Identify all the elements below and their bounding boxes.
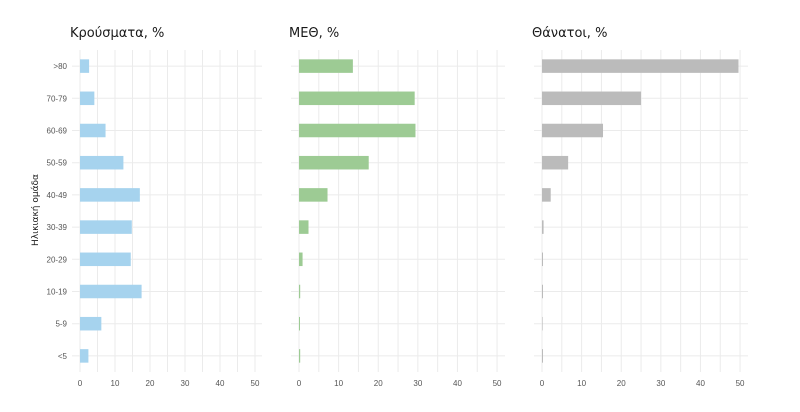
x-tick-label: 40 — [216, 379, 225, 388]
x-tick-label: 20 — [146, 379, 155, 388]
bar-60-69 — [299, 123, 416, 138]
bar-60-69 — [80, 123, 106, 138]
bar->80 — [299, 59, 353, 73]
y-tick-label: 10-19 — [47, 288, 68, 297]
bar-40-49 — [299, 188, 328, 202]
y-tick-label: >80 — [53, 62, 67, 71]
panel-2: ΜΕΘ, % 0 10 20 30 40 50 — [289, 26, 505, 388]
x-tick-label: 0 — [297, 379, 302, 388]
y-tick-label: 40-49 — [47, 191, 68, 200]
panel-title: Κρούσματα, % — [70, 26, 164, 41]
x-tick-label: 0 — [540, 379, 545, 388]
bar-70-79 — [542, 91, 642, 106]
x-tick-label: 10 — [111, 379, 120, 388]
bar-60-69 — [542, 123, 604, 138]
bar-10-19 — [80, 284, 142, 299]
y-axis-title: Ηλικιακή ομάδα — [31, 174, 41, 246]
bar->80 — [80, 59, 90, 73]
x-tick-label: 20 — [617, 379, 626, 388]
panel-3: Θάνατοι, % 0 10 20 30 40 50 — [532, 26, 748, 388]
bar-50-59 — [299, 155, 369, 170]
bar-70-79 — [299, 91, 415, 106]
y-tick-label: 5-9 — [55, 320, 67, 329]
bar-50-59 — [80, 155, 124, 170]
bar-70-79 — [80, 91, 95, 106]
x-tick-label: 50 — [493, 379, 502, 388]
bar-40-49 — [542, 188, 551, 202]
bar-20-29 — [299, 252, 303, 267]
y-tick-label: 20-29 — [47, 255, 68, 264]
panel-title: ΜΕΘ, % — [289, 26, 339, 41]
bar-5-9 — [80, 316, 102, 331]
x-tick-label: 10 — [577, 379, 586, 388]
panel-1: Κρούσματα, % 0 10 20 30 40 50 >80 70-79 60-69 50-5… — [47, 26, 262, 388]
x-tick-label: 30 — [656, 379, 665, 388]
bar-<5 — [299, 349, 301, 363]
y-tick-label: 30-39 — [47, 223, 68, 232]
y-tick-label: 50-59 — [47, 159, 68, 168]
x-tick-label: 40 — [696, 379, 705, 388]
x-tick-label: 30 — [181, 379, 190, 388]
y-tick-label: 60-69 — [47, 127, 68, 136]
bar-30-39 — [542, 220, 544, 234]
bar->80 — [542, 59, 739, 73]
x-tick-label: 50 — [736, 379, 745, 388]
panels: Κρούσματα, % 0 10 20 30 40 50 >80 70-79 60-69 50-5… — [47, 26, 748, 388]
bar-<5 — [542, 349, 543, 363]
bar-30-39 — [80, 220, 132, 234]
x-tick-label: 0 — [78, 379, 83, 388]
bar-10-19 — [299, 284, 301, 299]
panel-title: Θάνατοι, % — [532, 26, 607, 41]
bar-40-49 — [80, 188, 140, 202]
bar-5-9 — [542, 316, 543, 331]
y-tick-label: 70-79 — [47, 94, 68, 103]
bar-30-39 — [299, 220, 309, 234]
x-tick-label: 30 — [413, 379, 422, 388]
x-tick-label: 20 — [374, 379, 383, 388]
x-tick-label: 40 — [453, 379, 462, 388]
bar-10-19 — [542, 284, 543, 299]
x-tick-label: 50 — [251, 379, 260, 388]
bar-5-9 — [299, 316, 300, 331]
bar-50-59 — [542, 155, 569, 170]
x-tick-label: 10 — [334, 379, 343, 388]
bar-20-29 — [80, 252, 131, 267]
y-tick-label: <5 — [58, 352, 68, 361]
bar-<5 — [80, 349, 89, 363]
bar-20-29 — [542, 252, 543, 267]
